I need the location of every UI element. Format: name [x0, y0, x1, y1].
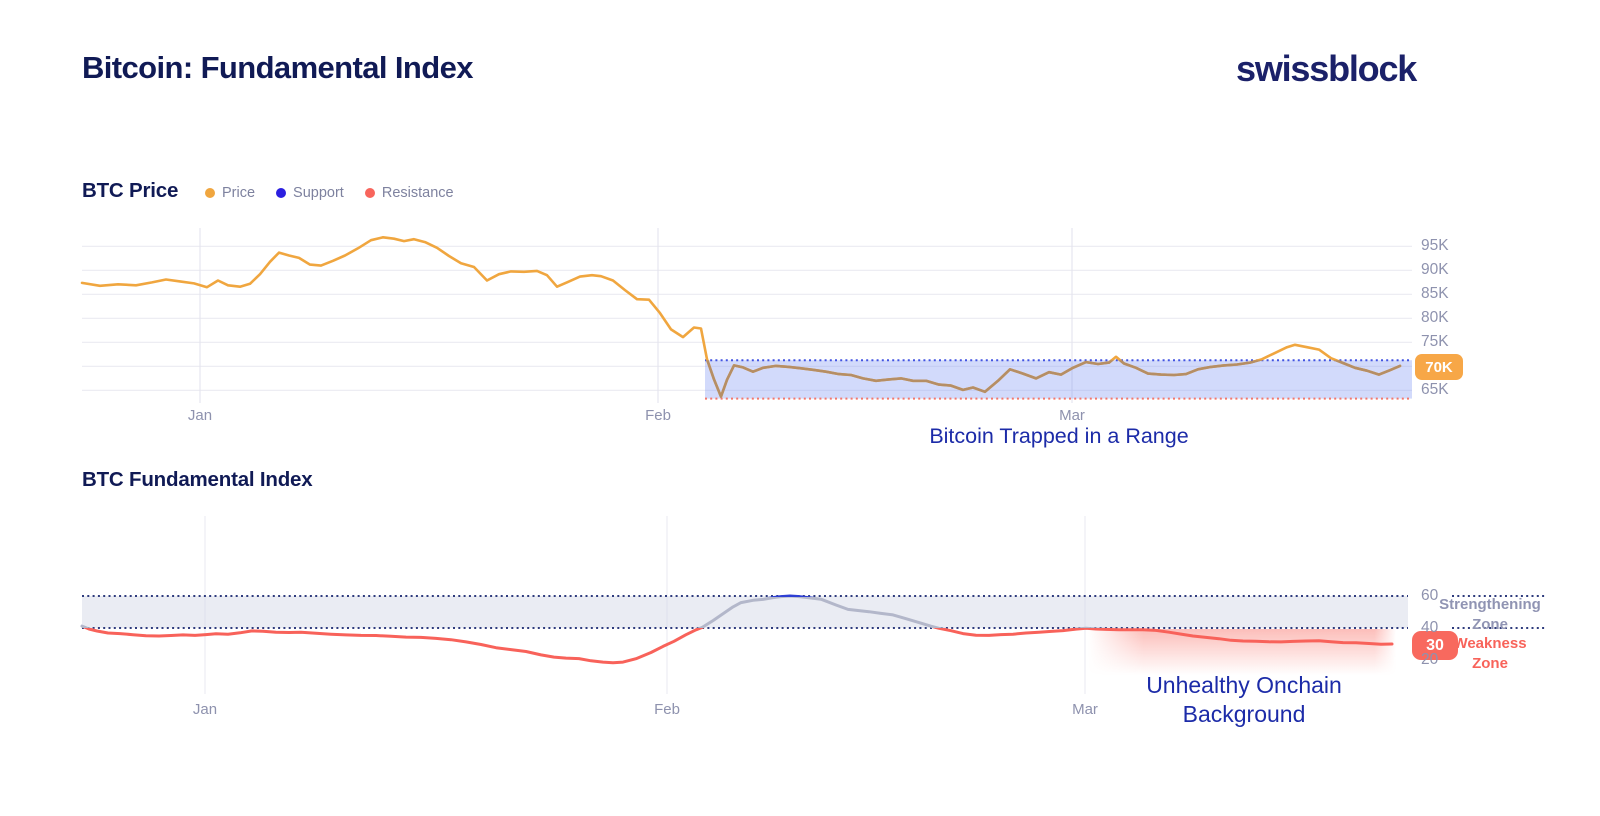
trading-range-band [705, 360, 1412, 399]
index-x-axis-label: Mar [1072, 701, 1098, 718]
legend-item-resistance: Resistance [364, 185, 454, 201]
price-legend-dot-icon [205, 188, 215, 198]
price-x-axis-label: Mar [1059, 407, 1085, 424]
weakness-zone-line2: Zone [1472, 654, 1508, 672]
price-y-axis-label: 85K [1421, 285, 1449, 303]
legend-label-resistance: Resistance [381, 185, 454, 201]
brand-logo: swissblock [1236, 48, 1417, 89]
index-y-axis-label: 40 [1421, 619, 1439, 636]
price-y-axis-label: 95K [1421, 237, 1449, 255]
fundamental-index-line-weak [82, 628, 1394, 665]
resistance-legend-dot-icon [364, 188, 375, 198]
price-y-axis-label: 75K [1421, 333, 1449, 351]
btc-price-line [80, 236, 1402, 398]
page-title: Bitcoin: Fundamental Index [82, 50, 473, 85]
strengthening-zone-line2: Zone [1472, 615, 1508, 633]
price-x-axis-label: Jan [187, 407, 213, 424]
price-chart-title: BTC Price [82, 179, 179, 202]
price-level-badge: 70K [1415, 354, 1463, 380]
strengthening-zone-band [82, 596, 1408, 628]
index-level-badge: 30 [1412, 631, 1458, 660]
weakness-zone-label: Weakness Zone [1438, 634, 1542, 673]
support-legend-dot-icon [276, 188, 287, 198]
price-chart-legend: Price Support Resistance [205, 185, 454, 201]
price-x-axis-label: Feb [645, 407, 671, 424]
btc-price-line-in-range [705, 360, 1402, 398]
index-annotation: Unhealthy Onchain Background [1146, 671, 1342, 729]
index-y-axis-label: 60 [1421, 587, 1439, 604]
price-annotation: Bitcoin Trapped in a Range [929, 424, 1189, 448]
index-chart-title: BTC Fundamental Index [82, 468, 313, 491]
index-x-axis-label: Feb [654, 701, 680, 718]
weakness-gradient-region [1088, 629, 1396, 676]
strengthening-zone-label: Strengthening Zone [1430, 595, 1550, 634]
legend-item-price: Price [205, 185, 255, 201]
index-annotation-line1: Unhealthy Onchain [1146, 672, 1342, 698]
fundamental-index-line-strong [767, 594, 816, 597]
price-y-axis-label: 80K [1421, 309, 1449, 327]
fundamental-index-line-neutral [80, 597, 1110, 628]
legend-label-support: Support [293, 185, 344, 201]
price-y-axis-label: 90K [1421, 261, 1449, 279]
index-x-axis-label: Jan [192, 701, 218, 718]
legend-label-price: Price [222, 185, 256, 201]
weakness-zone-line1: Weakness [1453, 635, 1527, 652]
index-y-axis-label: 20 [1421, 651, 1439, 668]
index-annotation-line2: Background [1182, 701, 1306, 727]
strengthening-zone-line1: Strengthening [1439, 596, 1541, 613]
legend-item-support: Support [276, 185, 344, 201]
price-y-axis-label: 65K [1421, 381, 1449, 399]
